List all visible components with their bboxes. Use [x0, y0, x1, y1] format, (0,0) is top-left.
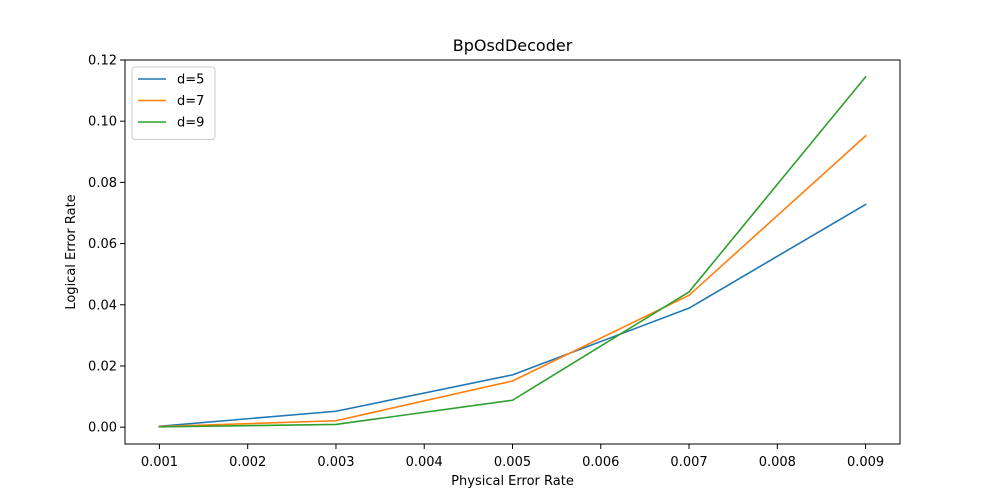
x-tick-label: 0.006	[582, 455, 619, 470]
legend-label: d=9	[177, 116, 204, 131]
y-axis-ticks: 0.00 0.02 0.04 0.06 0.08 0.10 0.12	[88, 54, 125, 436]
axes-border	[124, 59, 901, 445]
series-line-d5	[158, 203, 867, 428]
x-axis-ticks: 0.001 0.002 0.003 0.004 0.005 0.006 0.007 0.008…	[141, 444, 884, 470]
x-tick-label: 0.002	[229, 455, 266, 470]
x-tick-label: 0.008	[759, 455, 796, 470]
x-tick-label: 0.005	[494, 455, 531, 470]
chart-title: BpOsdDecoder	[453, 36, 573, 55]
x-tick-label: 0.009	[847, 455, 884, 470]
series-lines	[158, 75, 867, 428]
series-line-d9	[158, 75, 867, 428]
x-axis-label: Physical Error Rate	[451, 474, 574, 489]
series-line-d7	[158, 134, 867, 428]
plot-area	[125, 60, 900, 444]
y-tick-label: 0.08	[88, 176, 117, 191]
x-tick-label: 0.007	[670, 455, 707, 470]
x-tick-label: 0.004	[406, 455, 443, 470]
y-tick-label: 0.04	[88, 298, 117, 313]
legend-label: d=7	[177, 94, 204, 109]
axes-frame	[124, 59, 901, 445]
y-axis-label: Logical Error Rate	[64, 194, 79, 309]
x-tick-label: 0.001	[141, 455, 178, 470]
y-tick-label: 0.12	[88, 54, 117, 69]
x-tick-label: 0.003	[317, 455, 354, 470]
y-tick-label: 0.10	[88, 115, 117, 130]
y-tick-label: 0.02	[88, 359, 117, 374]
y-tick-label: 0.00	[88, 421, 117, 436]
legend-label: d=5	[177, 73, 204, 88]
y-tick-label: 0.06	[88, 237, 117, 252]
plot-background	[125, 60, 900, 444]
legend: d=5 d=7 d=9	[131, 66, 216, 140]
